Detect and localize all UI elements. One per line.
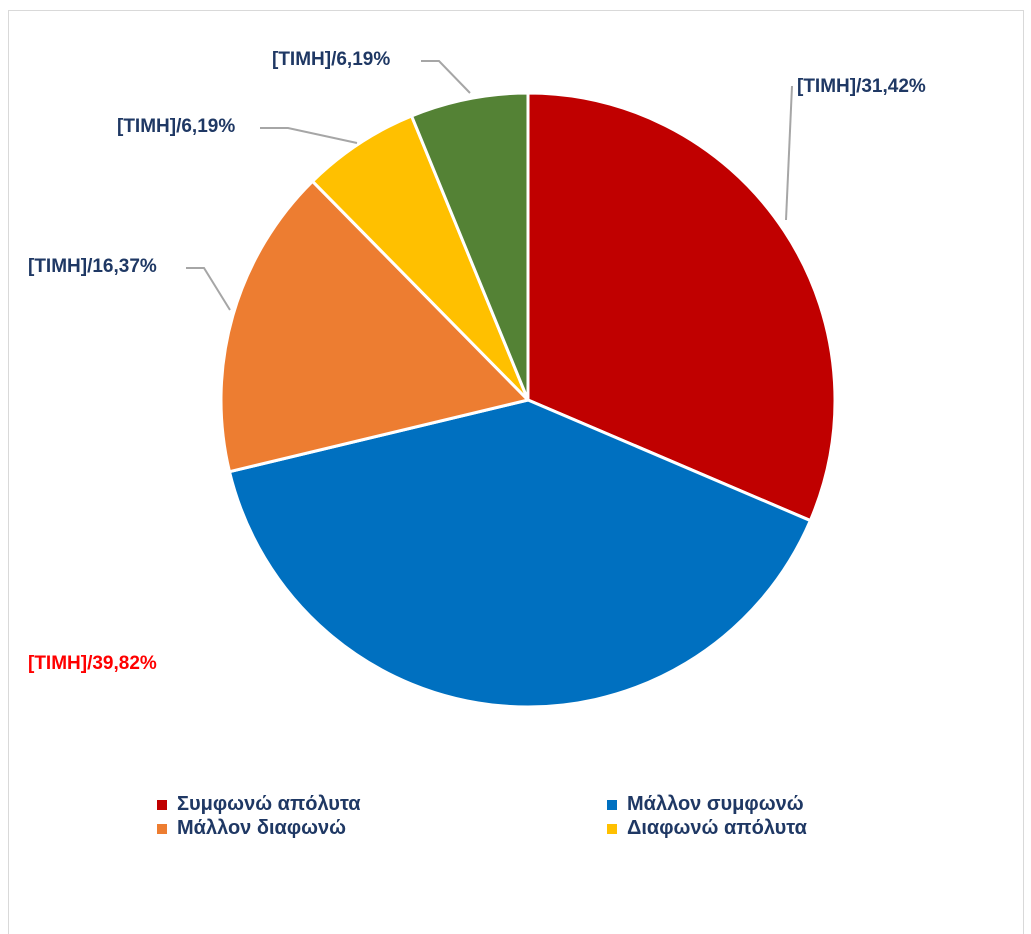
legend-entry-0: Συμφωνώ απόλυτα bbox=[157, 793, 361, 816]
legend-entry-1: Μάλλον συμφωνώ bbox=[607, 793, 804, 816]
leader-line-3 bbox=[260, 127, 358, 144]
data-label-0: [ΤΙΜΗ]/31,42% bbox=[797, 76, 926, 97]
pie-slice-2 bbox=[219, 179, 530, 474]
pie-slice-4 bbox=[410, 91, 530, 402]
pie-slice-1 bbox=[227, 398, 812, 709]
legend-label-2: Μάλλον διαφωνώ bbox=[177, 817, 347, 839]
legend-swatch-1 bbox=[607, 799, 617, 810]
legend-swatch-3 bbox=[607, 823, 617, 834]
legend-swatch-0 bbox=[157, 799, 167, 810]
pie-slice-3 bbox=[311, 114, 530, 402]
leader-line-4 bbox=[421, 60, 471, 94]
leader-lines bbox=[186, 60, 793, 311]
data-label-1: [ΤΙΜΗ]/39,82% bbox=[28, 653, 157, 674]
legend-label-3: Διαφωνώ απόλυτα bbox=[627, 817, 807, 839]
leader-line-0 bbox=[785, 85, 793, 221]
legend-swatch-2 bbox=[157, 823, 167, 834]
data-labels: [ΤΙΜΗ]/31,42% [ΤΙΜΗ]/39,82% [ΤΙΜΗ]/16,37% [… bbox=[28, 49, 926, 674]
data-label-3: [ΤΙΜΗ]/6,19% bbox=[117, 116, 235, 137]
legend-entry-2: Μάλλον διαφωνώ bbox=[157, 817, 346, 840]
legend-label-1: Μάλλον συμφωνώ bbox=[627, 793, 804, 815]
data-label-4: [ΤΙΜΗ]/6,19% bbox=[272, 49, 390, 70]
legend-label-0: Συμφωνώ απόλυτα bbox=[177, 793, 361, 815]
pie-slice-0 bbox=[526, 91, 837, 523]
pie-slices bbox=[219, 91, 837, 709]
leader-line-2 bbox=[186, 267, 231, 311]
data-label-2: [ΤΙΜΗ]/16,37% bbox=[28, 256, 157, 277]
legend-entry-3: Διαφωνώ απόλυτα bbox=[607, 817, 807, 840]
